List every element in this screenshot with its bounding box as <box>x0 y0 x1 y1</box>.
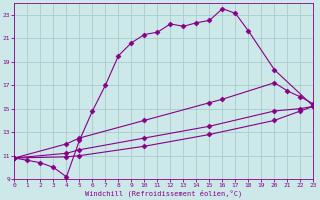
X-axis label: Windchill (Refroidissement éolien,°C): Windchill (Refroidissement éolien,°C) <box>85 190 243 197</box>
